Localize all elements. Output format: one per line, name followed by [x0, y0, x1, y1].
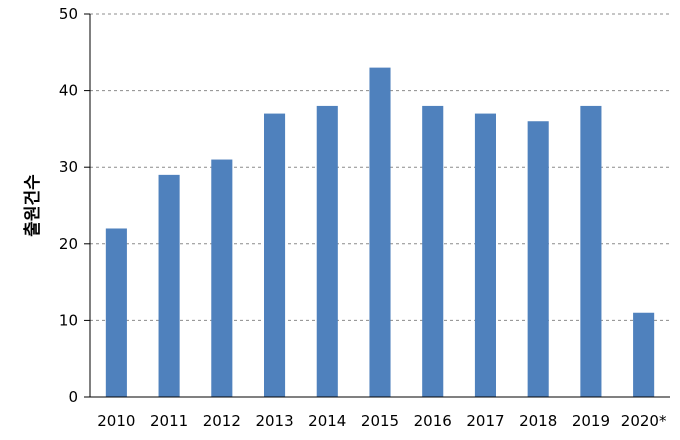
y-tick-label: 10 — [59, 311, 78, 329]
y-tick-label: 20 — [59, 235, 78, 253]
y-tick-label: 30 — [59, 158, 78, 176]
bar-2010 — [105, 228, 127, 397]
bar-2016 — [422, 105, 444, 398]
y-axis-title: 출원건수 — [23, 174, 43, 237]
x-tick-labels: 2010 2011 2012 2013 2014 2015 2016 2017 2018 2019… — [97, 412, 667, 430]
bar-2018 — [527, 121, 549, 398]
y-tick-label: 40 — [59, 82, 78, 100]
y-tick-label: 50 — [59, 5, 78, 23]
bar-2019 — [580, 105, 602, 398]
bar-2014 — [316, 105, 338, 398]
bars — [105, 67, 655, 398]
x-tick-label: 2019 — [572, 412, 610, 430]
x-tick-label: 2018 — [519, 412, 557, 430]
y-tick-label: 0 — [68, 388, 78, 406]
x-tick-label: 2012 — [203, 412, 241, 430]
x-tick-label: 2013 — [255, 412, 293, 430]
bar-2015 — [369, 67, 391, 398]
x-tick-label: 2010 — [97, 412, 135, 430]
x-tick-label: 2017 — [466, 412, 504, 430]
x-tick-label: 2016 — [414, 412, 452, 430]
bar-2012 — [211, 159, 233, 397]
bar-2011 — [158, 174, 180, 397]
axes — [89, 14, 670, 398]
bar-2013 — [264, 113, 286, 397]
x-tick-label: 2011 — [150, 412, 188, 430]
x-tick-label: 2015 — [361, 412, 399, 430]
bar-2020 — [633, 312, 655, 397]
bar-2017 — [474, 113, 496, 397]
x-tick-label: 2014 — [308, 412, 346, 430]
x-tick-label: 2020* — [621, 412, 667, 430]
y-tick-labels: 0 10 20 30 40 50 — [59, 5, 90, 406]
